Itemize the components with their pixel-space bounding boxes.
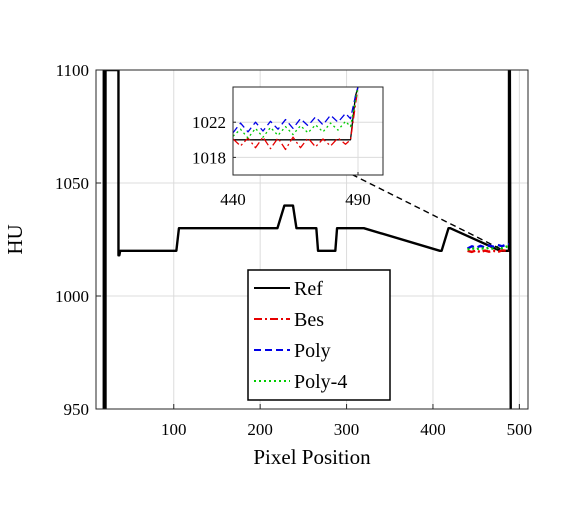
series-line-bes — [467, 249, 509, 254]
axes-frame — [232, 86, 384, 176]
legend-box — [247, 269, 391, 401]
series-line-bes — [233, 87, 359, 151]
y-tick-label: 1050 — [55, 174, 89, 193]
y-tick-label: 1000 — [55, 287, 89, 306]
x-tick-label: 200 — [247, 420, 273, 439]
legend: Ref Bes Poly Poly-4 — [247, 269, 391, 401]
x-tick-label: 400 — [420, 420, 446, 439]
y-tick-label: 1018 — [192, 148, 226, 167]
x-tick-label: 300 — [334, 420, 360, 439]
x-tick-label: 490 — [345, 190, 371, 209]
y-tick-label: 950 — [64, 400, 90, 419]
x-tick-label: 100 — [161, 420, 187, 439]
y-tick-label: 1022 — [192, 113, 226, 132]
y-axis-label: HU — [3, 224, 27, 254]
legend-label-bes: Bes — [294, 309, 324, 331]
series-line-poly — [466, 242, 510, 250]
x-axis-label: Pixel Position — [253, 445, 371, 469]
inset-chart: 440 490 1018 1022 — [192, 86, 384, 209]
series-line-poly — [233, 87, 359, 134]
x-tick-label: 440 — [220, 190, 246, 209]
legend-label-poly: Poly — [294, 340, 331, 362]
plot-area — [233, 87, 383, 175]
axes-frame — [95, 69, 529, 410]
legend-label-ref: Ref — [294, 278, 323, 300]
legend-label-poly-4: Poly-4 — [294, 371, 347, 393]
x-tick-label: 500 — [507, 420, 533, 439]
series-line-ref — [233, 87, 359, 141]
y-tick-label: 1100 — [56, 61, 89, 80]
